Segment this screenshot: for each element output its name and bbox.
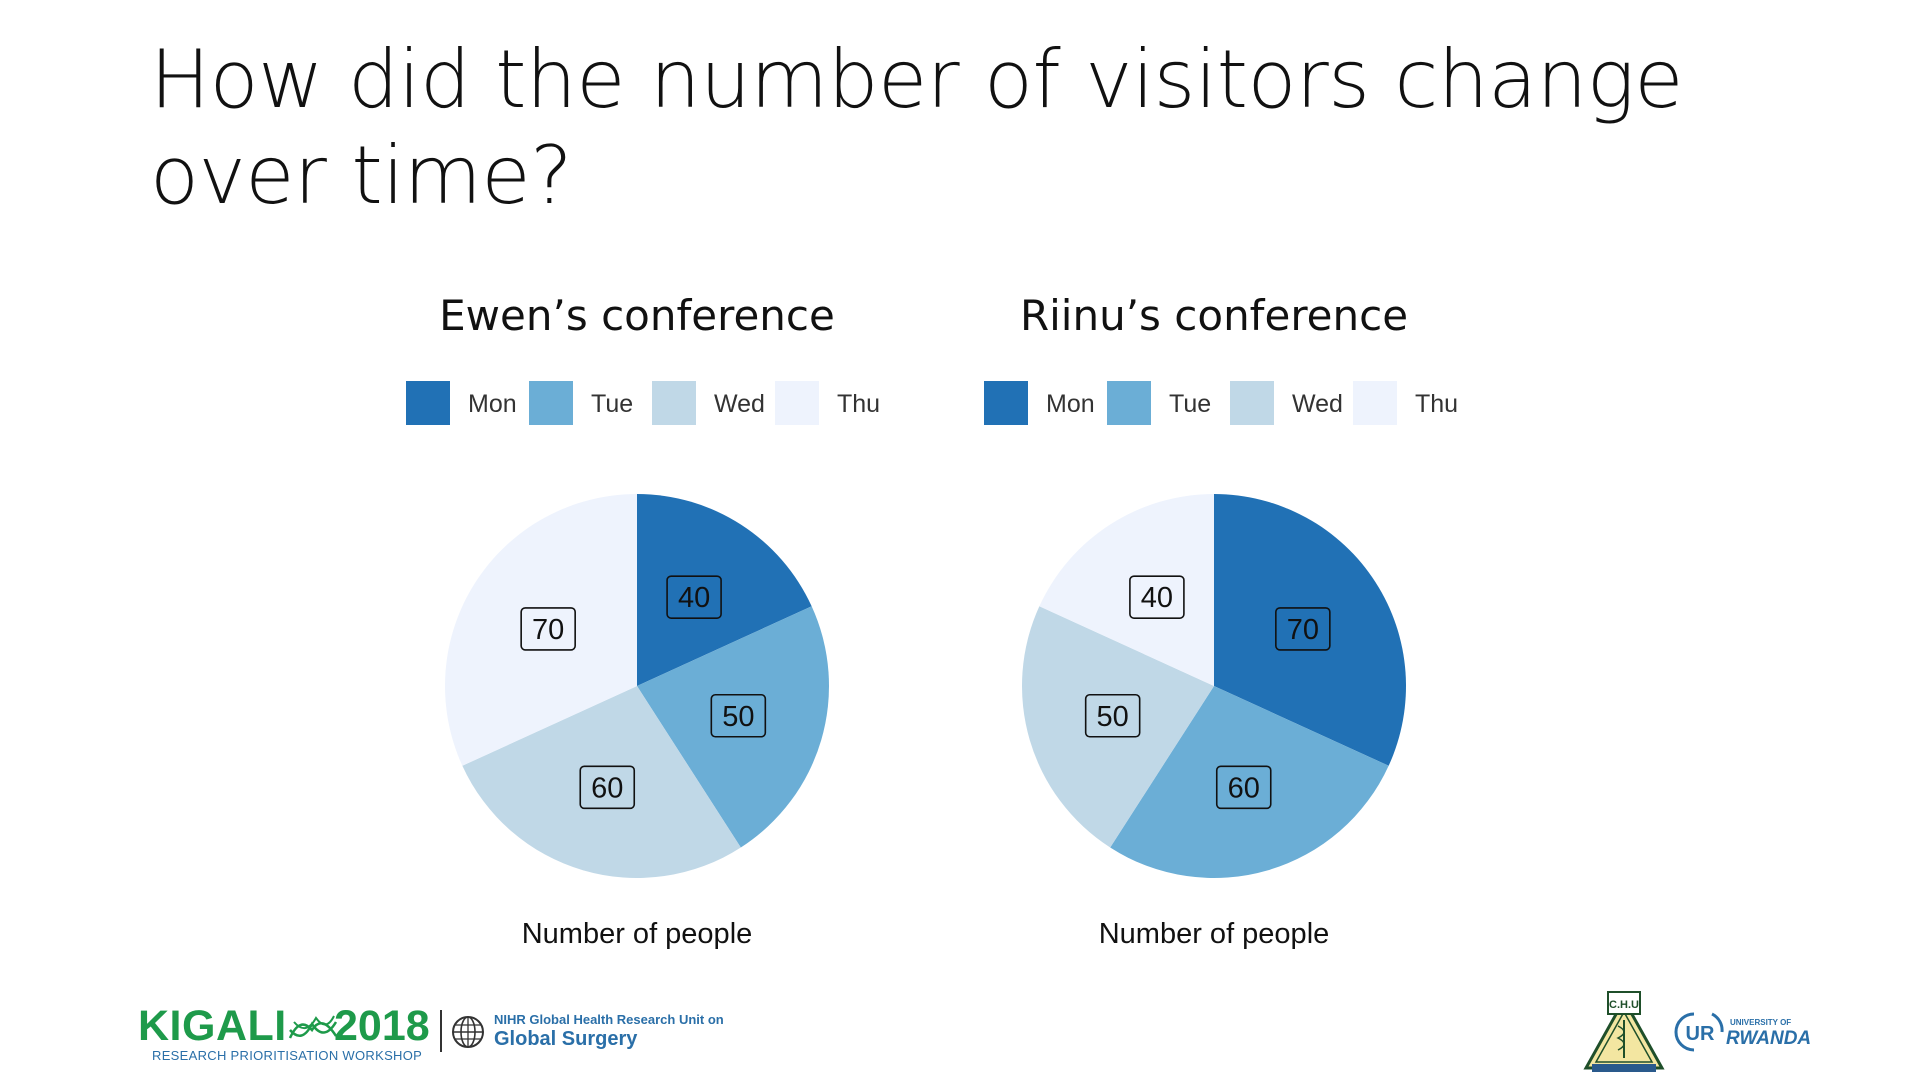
chart-title: Riinu’s conference — [1020, 291, 1408, 340]
data-label-value: 50 — [722, 701, 754, 733]
nihr-line1: NIHR Global Health Research Unit on — [494, 1012, 724, 1027]
globe-icon — [452, 1016, 484, 1048]
data-label-mon: 70 — [1275, 607, 1331, 651]
legend-swatch-wed — [1230, 381, 1274, 425]
nihr-line2: Global Surgery — [494, 1028, 638, 1050]
university-of-rwanda-logo: UR UNIVERSITY OF RWANDA — [1672, 1008, 1812, 1056]
data-label-value: 60 — [591, 772, 623, 804]
pie-slice-mon — [637, 494, 812, 686]
data-label-tue: 50 — [710, 693, 767, 738]
data-label-box — [1129, 575, 1185, 619]
data-label-value: 70 — [1287, 614, 1319, 646]
pie-slice-thu — [1039, 494, 1214, 686]
chart-legend: Mon Tue Wed Thu — [406, 381, 880, 425]
data-label-value: 40 — [1141, 582, 1173, 614]
legend-label-mon: Mon — [468, 390, 517, 418]
data-label-mon: 40 — [666, 575, 722, 619]
pie-slice-wed — [462, 686, 741, 879]
legend-label-thu: Thu — [1415, 390, 1458, 418]
pie-slice-thu — [445, 494, 637, 766]
footer-divider — [440, 1010, 442, 1052]
kigali-wordmark: KIGALI — [138, 1002, 287, 1050]
pie-slice-mon — [1214, 494, 1406, 766]
ur-small-text: UNIVERSITY OF — [1730, 1018, 1792, 1027]
pie-chart-1: Ewen’s conference Mon Tue Wed Thu 40 50 60 70 Num… — [406, 291, 880, 950]
data-label-value: 40 — [678, 582, 710, 614]
data-label-value: 50 — [1097, 701, 1129, 733]
pie-slice-tue — [637, 606, 829, 848]
data-label-box — [666, 575, 722, 619]
kigali-year: 2018 — [334, 1002, 430, 1050]
ur-big-text: RWANDA — [1726, 1028, 1812, 1049]
pie-chart-2: Riinu’s conference Mon Tue Wed Thu 70 60 50 40 Nu… — [984, 291, 1458, 950]
data-label-box — [1275, 607, 1331, 651]
legend-swatch-tue — [529, 381, 573, 425]
legend-label-wed: Wed — [714, 390, 765, 418]
legend-swatch-mon — [406, 381, 450, 425]
data-label-wed: 50 — [1084, 693, 1141, 738]
data-label-tue: 60 — [1215, 765, 1272, 810]
kigali-subtitle: RESEARCH PRIORITISATION WORKSHOP — [152, 1048, 423, 1063]
data-label-thu: 70 — [520, 607, 576, 651]
legend-label-thu: Thu — [837, 390, 880, 418]
ur-emblem-icon: UR — [1674, 1012, 1724, 1052]
data-label-box — [1215, 765, 1272, 810]
pie-slice-tue — [1110, 686, 1389, 878]
legend-label-wed: Wed — [1292, 390, 1343, 418]
chart-title: Ewen’s conference — [439, 291, 835, 340]
slide-title: How did the number of visitors change ov… — [150, 33, 1684, 222]
ur-mark: UR — [1686, 1023, 1715, 1045]
legend-swatch-wed — [652, 381, 696, 425]
data-label-value: 60 — [1228, 772, 1260, 804]
chart-xlabel: Number of people — [522, 918, 753, 950]
data-label-thu: 40 — [1129, 575, 1185, 619]
data-label-box — [520, 607, 576, 651]
data-label-box — [710, 693, 767, 738]
hills-icon — [288, 1015, 338, 1039]
legend-swatch-thu — [1353, 381, 1397, 425]
data-label-box — [1084, 693, 1141, 738]
chu-logo: C.H.U — [1583, 991, 1665, 1072]
legend-swatch-mon — [984, 381, 1028, 425]
legend-swatch-thu — [775, 381, 819, 425]
legend-label-tue: Tue — [1169, 390, 1211, 418]
chu-text: C.H.U — [1609, 999, 1639, 1011]
data-label-wed: 60 — [579, 765, 636, 810]
legend-label-mon: Mon — [1046, 390, 1095, 418]
data-label-box — [579, 765, 636, 810]
footer-kigali-logo: KIGALI 2018 RESEARCH PRIORITISATION WORK… — [138, 1002, 778, 1072]
legend-swatch-tue — [1107, 381, 1151, 425]
data-label-value: 70 — [532, 614, 564, 646]
chart-xlabel: Number of people — [1099, 918, 1330, 950]
pie-slice-wed — [1022, 606, 1214, 848]
legend-label-tue: Tue — [591, 390, 633, 418]
chart-legend: Mon Tue Wed Thu — [984, 381, 1458, 425]
